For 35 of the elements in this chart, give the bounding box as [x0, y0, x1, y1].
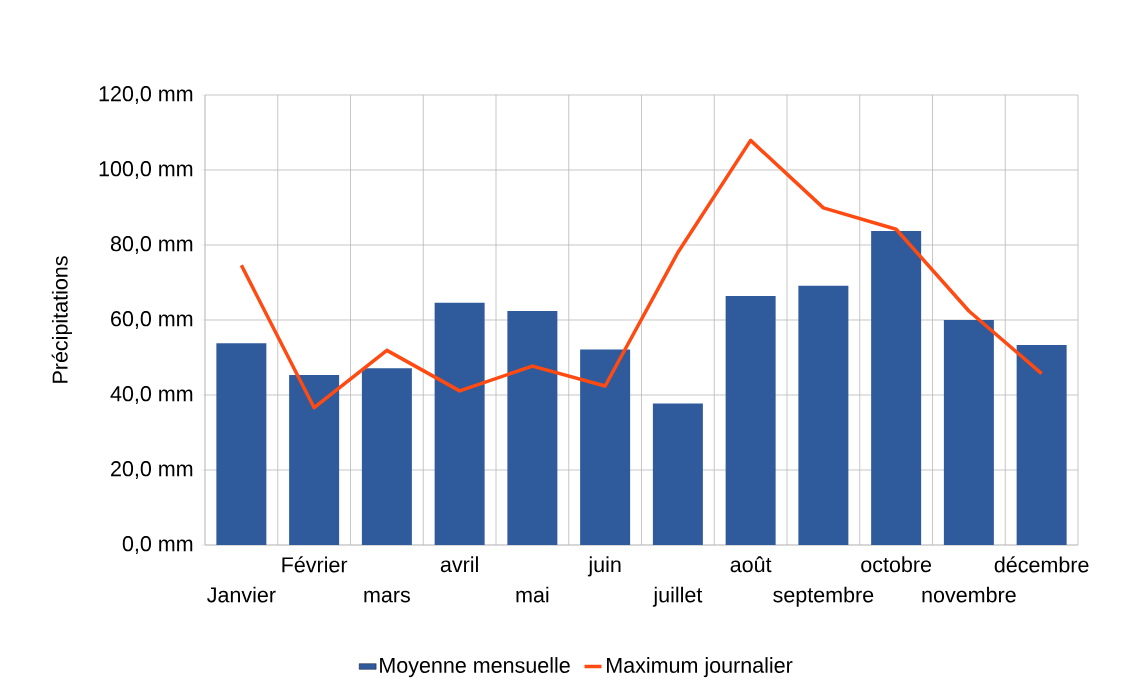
bar [652, 403, 703, 545]
x-tick-label: août [730, 556, 772, 573]
bar [1016, 345, 1067, 545]
x-tick-label: avril [440, 556, 478, 573]
y-tick-label: 100,0 mm [99, 161, 193, 179]
x-tick-label: Janvier [207, 586, 276, 603]
y-tick-label: 40,0 mm [110, 386, 193, 404]
bar [216, 343, 267, 545]
x-tick-label: mai [516, 586, 549, 603]
bar [580, 349, 631, 545]
y-tick-label: 0,0 mm [122, 536, 193, 554]
bar [798, 285, 849, 545]
x-tick-label: décembre [994, 556, 1089, 573]
bar [361, 368, 412, 545]
x-tick-label: novembre [922, 586, 1016, 603]
x-tick-label: juillet [652, 586, 703, 607]
y-tick-label: 80,0 mm [110, 236, 193, 254]
legend-label: Maximum journalier [607, 657, 793, 678]
x-tick-label: juin [587, 556, 621, 577]
x-tick-label: mars [364, 590, 410, 603]
bar [943, 320, 994, 545]
x-tick-label: Février [282, 556, 348, 573]
legend-label: Moyenne mensuelle [380, 657, 570, 678]
bar [725, 296, 776, 545]
y-axis-title: Précipitations [51, 256, 72, 383]
y-tick-label: 20,0 mm [111, 461, 193, 479]
y-tick-label: 120,0 mm [99, 86, 193, 104]
y-tick-label: 60,0 mm [111, 311, 193, 329]
line-series [239, 138, 1044, 410]
x-tick-label: septembre [773, 586, 874, 607]
bar [434, 302, 485, 545]
bar [507, 311, 558, 545]
x-tick-label: octobre [861, 556, 932, 573]
bar [871, 231, 922, 545]
bar [289, 375, 340, 545]
